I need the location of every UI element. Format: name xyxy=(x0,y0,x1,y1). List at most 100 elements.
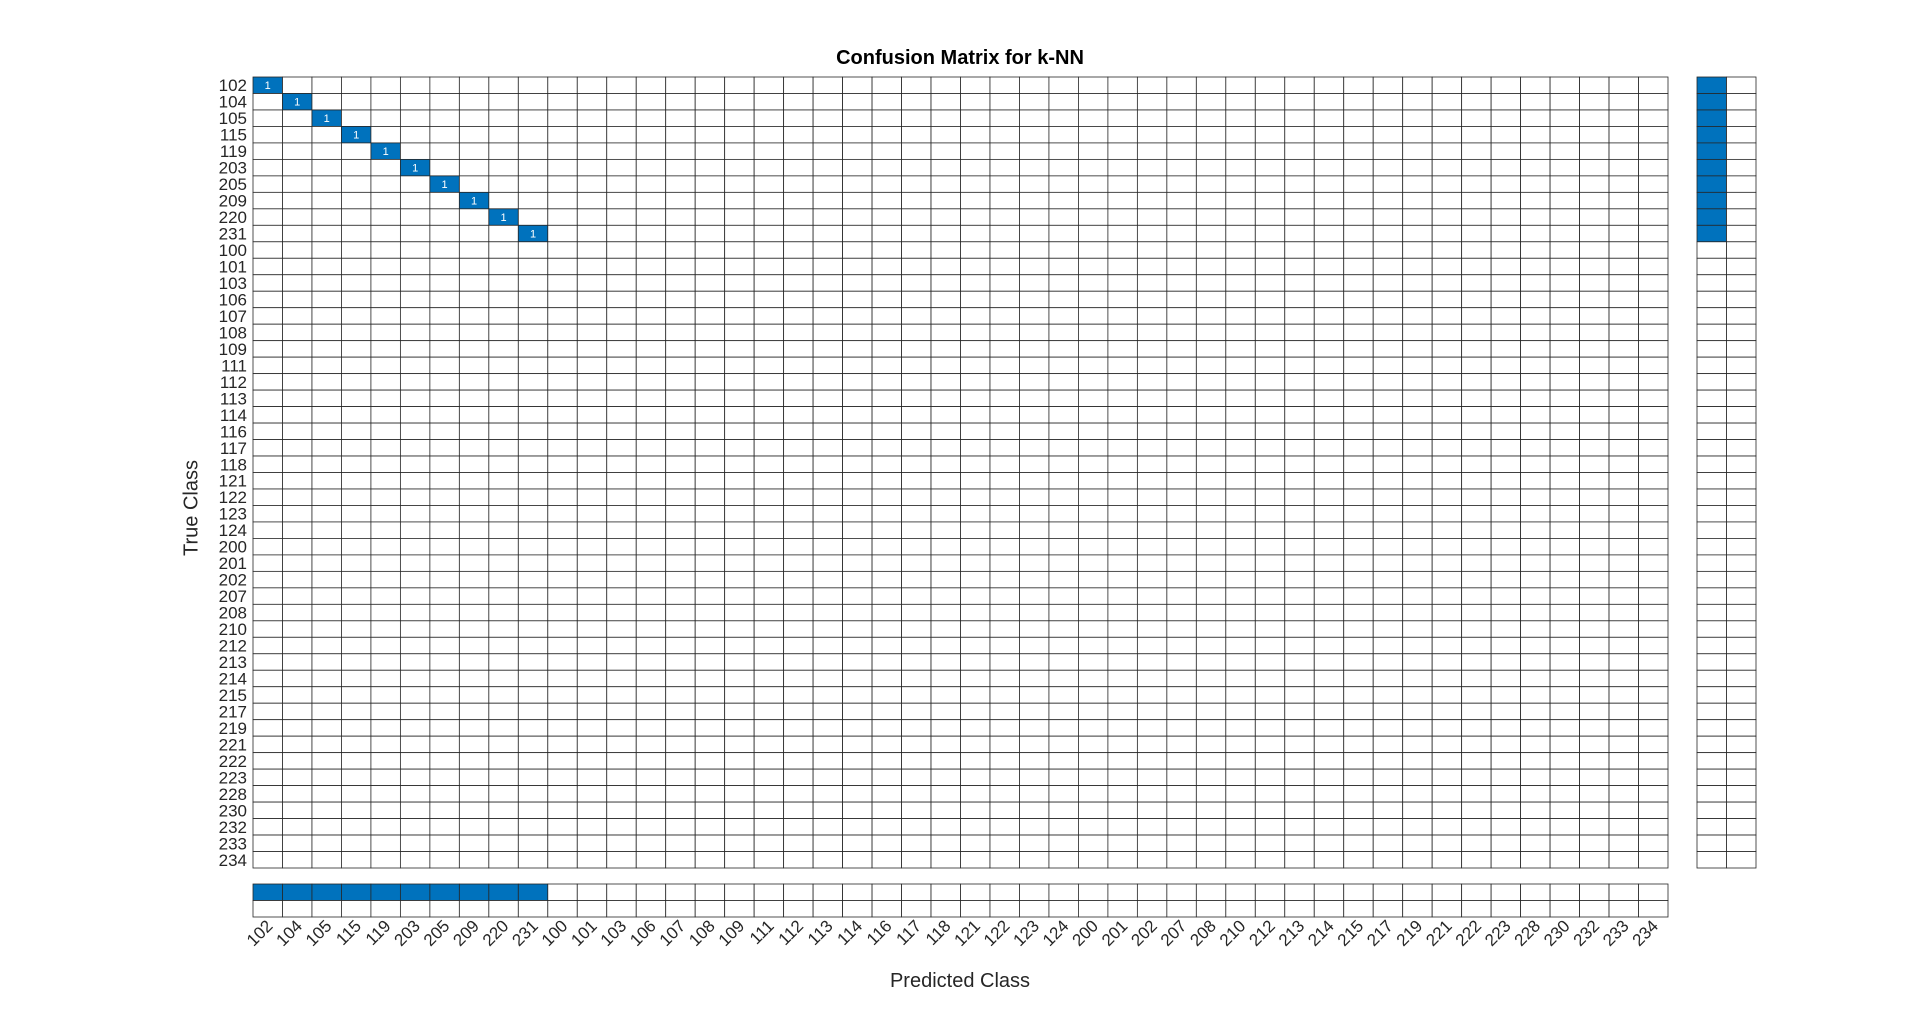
matrix-cell xyxy=(901,356,932,375)
y-tick-label: 109 xyxy=(219,340,247,359)
matrix-cell xyxy=(1549,406,1580,424)
matrix-cell xyxy=(1461,93,1492,111)
matrix-cell xyxy=(989,521,1020,539)
matrix-cell xyxy=(871,653,902,671)
matrix-cell xyxy=(252,191,283,210)
matrix-cell xyxy=(1048,603,1079,622)
matrix-cell xyxy=(282,290,313,309)
column-summary-incorrect-cell xyxy=(1520,900,1551,918)
matrix-cell xyxy=(606,735,637,754)
matrix-cell xyxy=(842,274,873,292)
column-summary-incorrect-cell xyxy=(1638,900,1669,918)
matrix-cell xyxy=(1284,126,1315,144)
matrix-cell xyxy=(1372,768,1404,787)
matrix-cell xyxy=(753,340,785,358)
row-summary-correct-cell xyxy=(1696,455,1727,473)
matrix-cell xyxy=(311,538,342,556)
matrix-cell xyxy=(1431,636,1463,655)
column-summary-correct-cell xyxy=(1284,883,1315,901)
matrix-cell xyxy=(783,224,814,243)
matrix-cell xyxy=(960,653,991,671)
matrix-cell xyxy=(901,505,932,523)
matrix-cell xyxy=(1107,554,1138,572)
matrix-cell xyxy=(930,505,961,523)
matrix-cell xyxy=(724,93,755,111)
matrix-cell xyxy=(1608,521,1639,539)
matrix-cell xyxy=(1195,126,1227,144)
matrix-cell xyxy=(842,686,873,704)
matrix-cell xyxy=(1343,389,1374,407)
matrix-cell xyxy=(1225,208,1256,226)
matrix-cell xyxy=(488,158,519,177)
matrix-cell xyxy=(1225,603,1256,622)
matrix-cell xyxy=(370,620,401,638)
matrix-cell xyxy=(341,636,372,655)
matrix-cell xyxy=(370,356,401,375)
matrix-cell xyxy=(694,340,726,358)
matrix-cell xyxy=(458,224,490,243)
matrix-cell xyxy=(399,274,431,292)
column-summary-incorrect-cell xyxy=(341,900,372,918)
matrix-cell xyxy=(1019,142,1050,160)
matrix-cell xyxy=(252,356,283,375)
matrix-cell xyxy=(1225,142,1256,160)
x-tick-label: 108 xyxy=(685,916,718,949)
matrix-cell xyxy=(1579,505,1610,523)
matrix-cell xyxy=(871,538,902,556)
column-summary-incorrect-cell xyxy=(1048,900,1079,918)
row-summary-incorrect-cell xyxy=(1726,257,1757,276)
matrix-cell xyxy=(458,488,490,506)
matrix-cell xyxy=(1343,669,1374,688)
x-tick-label: 223 xyxy=(1481,916,1514,949)
matrix-cell xyxy=(1461,373,1492,391)
matrix-cell xyxy=(989,505,1020,523)
matrix-cell xyxy=(812,521,843,539)
matrix-cell xyxy=(252,538,283,556)
column-summary-correct-cell xyxy=(1549,883,1580,901)
matrix-cell xyxy=(399,93,431,111)
matrix-cell xyxy=(635,290,667,309)
matrix-cell xyxy=(901,439,932,457)
matrix-cell xyxy=(547,76,578,94)
matrix-cell xyxy=(282,686,313,704)
matrix-cell xyxy=(1313,175,1345,193)
matrix-cell xyxy=(783,653,814,671)
matrix-cell xyxy=(458,636,490,655)
matrix-cell xyxy=(1107,735,1138,754)
matrix-cell xyxy=(458,422,490,440)
matrix-cell xyxy=(311,406,342,424)
matrix-cell xyxy=(547,834,578,852)
matrix-cell xyxy=(606,554,637,572)
x-tick-label: 117 xyxy=(893,916,926,949)
matrix-cell xyxy=(989,834,1020,852)
matrix-cell xyxy=(252,735,283,754)
matrix-cell xyxy=(665,126,696,144)
matrix-cell xyxy=(1549,818,1580,836)
matrix-cell xyxy=(1402,488,1433,506)
matrix-cell xyxy=(1313,768,1345,787)
y-tick-label: 123 xyxy=(219,505,247,524)
matrix-cell xyxy=(1136,669,1168,688)
matrix-cell xyxy=(665,801,696,819)
matrix-cell xyxy=(724,224,755,243)
matrix-cell xyxy=(1431,158,1463,177)
matrix-cell xyxy=(871,191,902,210)
matrix-cell xyxy=(1372,241,1404,259)
matrix-cell xyxy=(1254,323,1286,342)
matrix-cell xyxy=(547,570,578,589)
matrix-cell xyxy=(341,851,372,869)
row-summary-correct-cell xyxy=(1696,768,1727,787)
matrix-cell xyxy=(1402,686,1433,704)
matrix-cell xyxy=(1579,818,1610,836)
matrix-cell xyxy=(960,241,991,259)
matrix-cell xyxy=(1136,76,1168,94)
row-summary-incorrect-cell xyxy=(1726,373,1757,391)
matrix-cell xyxy=(1431,175,1463,193)
matrix-cell xyxy=(635,719,667,737)
matrix-cell xyxy=(1313,603,1345,622)
matrix-cell xyxy=(1520,801,1551,819)
matrix-cell xyxy=(547,356,578,375)
matrix-cell xyxy=(576,158,608,177)
row-summary-incorrect-cell xyxy=(1726,109,1757,127)
matrix-cell xyxy=(1136,290,1168,309)
